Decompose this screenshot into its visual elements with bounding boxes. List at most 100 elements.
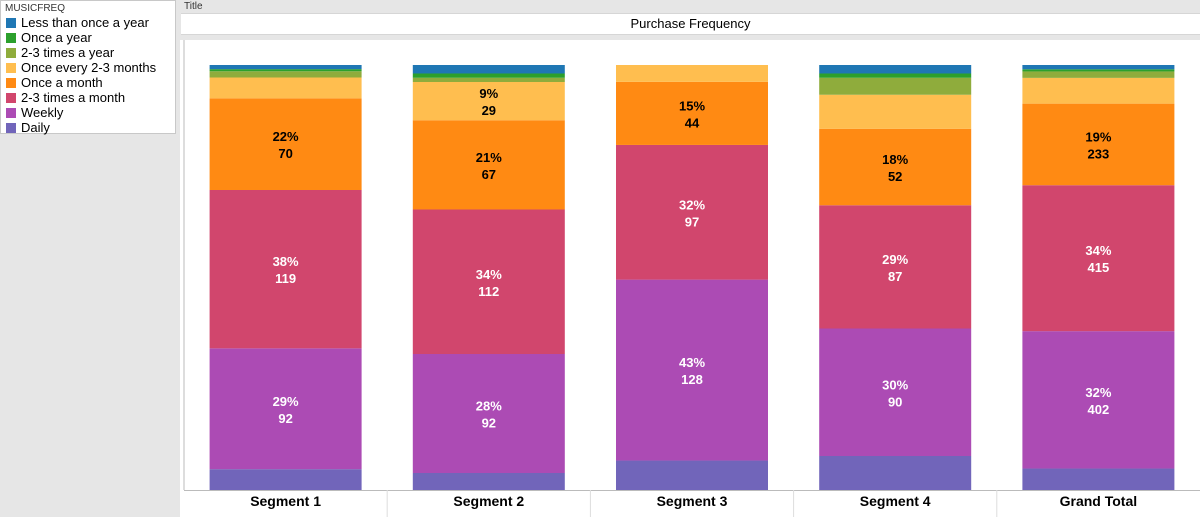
bar-segment[interactable] [209,98,362,190]
bar-segment[interactable] [1022,77,1175,104]
bar-segment[interactable] [1022,331,1175,469]
legend-label: Less than once a year [21,15,149,30]
legend-item[interactable]: 2-3 times a month [1,90,175,105]
data-label-percent: 29% [882,252,908,267]
x-tick-label: Segment 4 [860,493,931,509]
legend-item[interactable]: Weekly [1,105,175,120]
bar-segment[interactable] [1022,468,1175,490]
bar-segment[interactable] [616,81,768,145]
bar-segment[interactable] [616,65,768,82]
legend-label: Once a month [21,75,103,90]
legend-swatch [6,122,16,133]
data-label-percent: 18% [882,152,908,167]
bar-segment[interactable] [1022,65,1175,70]
bar-segment[interactable] [412,120,565,210]
data-label-percent: 19% [1085,129,1111,144]
legend-item[interactable]: Once a month [1,75,175,90]
bar-segment[interactable] [819,73,972,78]
data-label-percent: 34% [476,267,502,282]
legend-item[interactable]: 2-3 times a year [1,45,175,60]
bar-segment[interactable] [412,77,565,82]
bar-segment[interactable] [412,473,565,490]
bar-segment[interactable] [616,460,768,490]
data-label-percent: 28% [476,399,502,414]
x-tick-label: Segment 2 [453,493,524,509]
data-label-count: 70 [278,146,292,161]
data-label-count: 87 [888,269,902,284]
legend-item[interactable]: Less than once a year [1,15,175,30]
stacked-bar-chart: 29% 92 38% 119 22% 70 Segment 1 28% 92 34% 112 21% 6… [183,40,1200,517]
data-label-percent: 32% [679,197,705,212]
bar-segment[interactable] [209,348,362,470]
bar-segment[interactable] [819,205,972,329]
bar-segment[interactable] [412,82,565,121]
data-label-percent: 22% [273,129,299,144]
data-label-percent: 34% [1085,243,1111,258]
legend-swatch [6,17,16,28]
legend: MUSICFREQ Less than once a year Once a ye… [0,0,176,135]
legend-swatch [6,47,16,58]
x-tick-label: Segment 3 [657,493,728,509]
bar-segment[interactable] [1022,185,1175,332]
bar-segment[interactable] [209,190,362,349]
legend-swatch [6,32,16,43]
legend-item[interactable]: Once every 2-3 months [1,60,175,75]
data-label-count: 90 [888,394,902,409]
bar-segment[interactable] [209,65,362,70]
bar-segment[interactable] [1022,71,1175,78]
bar-segment[interactable] [209,71,362,78]
x-tick-label: Grand Total [1060,493,1138,509]
bar-segment[interactable] [412,209,565,355]
bar-segment[interactable] [819,328,972,457]
data-label-count: 415 [1088,260,1110,275]
bar-segment[interactable] [616,279,768,461]
legend-label: 2-3 times a month [21,90,126,105]
legend-items: Less than once a year Once a year 2-3 time… [1,15,175,135]
data-label-percent: 29% [273,394,299,409]
data-label-percent: 43% [679,355,705,370]
legend-swatch [6,77,16,88]
title-caption: Title [184,1,203,12]
bar-segment[interactable] [616,144,768,280]
data-label-count: 44 [685,115,700,130]
legend-label: 2-3 times a year [21,45,115,60]
chart-panel: 29% 92 38% 119 22% 70 Segment 1 28% 92 34% 112 21% 6… [180,40,1200,517]
legend-label: Weekly [21,105,64,120]
bar-segment[interactable] [412,65,565,74]
legend-title: MUSICFREQ [5,3,65,14]
bar-segment[interactable] [819,77,972,95]
bar-segment[interactable] [819,128,972,206]
bar-segment[interactable] [209,69,362,72]
legend-swatch [6,92,16,103]
legend-item[interactable]: Daily [1,120,175,135]
bar-segment[interactable] [819,456,972,490]
bar-segment[interactable] [1022,69,1175,72]
bar-segment[interactable] [412,354,565,473]
bar-segment[interactable] [819,94,972,129]
x-tick-label: Segment 1 [250,493,321,509]
chart-title: Purchase Frequency [181,13,1200,35]
data-label-count: 128 [681,372,703,387]
data-label-percent: 21% [476,150,502,165]
data-label-count: 402 [1088,402,1110,417]
data-label-percent: 9% [479,86,498,101]
bar-segment[interactable] [412,73,565,78]
legend-label: Once a year [21,30,92,45]
data-label-count: 112 [478,284,499,299]
data-label-percent: 38% [273,254,299,269]
legend-label: Once every 2-3 months [21,60,157,75]
bar-segment[interactable] [819,65,972,74]
data-label-percent: 15% [679,98,705,113]
legend-swatch [6,107,16,118]
bar-segment[interactable] [1022,103,1175,186]
data-label-count: 29 [482,103,496,118]
legend-label: Daily [21,120,50,135]
data-label-count: 92 [482,416,496,431]
data-label-count: 233 [1088,146,1110,161]
bar-segment[interactable] [209,469,362,490]
legend-item[interactable]: Once a year [1,30,175,45]
data-label-percent: 32% [1085,385,1111,400]
data-label-count: 119 [275,271,296,286]
data-label-count: 67 [482,167,496,182]
bar-segment[interactable] [209,77,362,99]
